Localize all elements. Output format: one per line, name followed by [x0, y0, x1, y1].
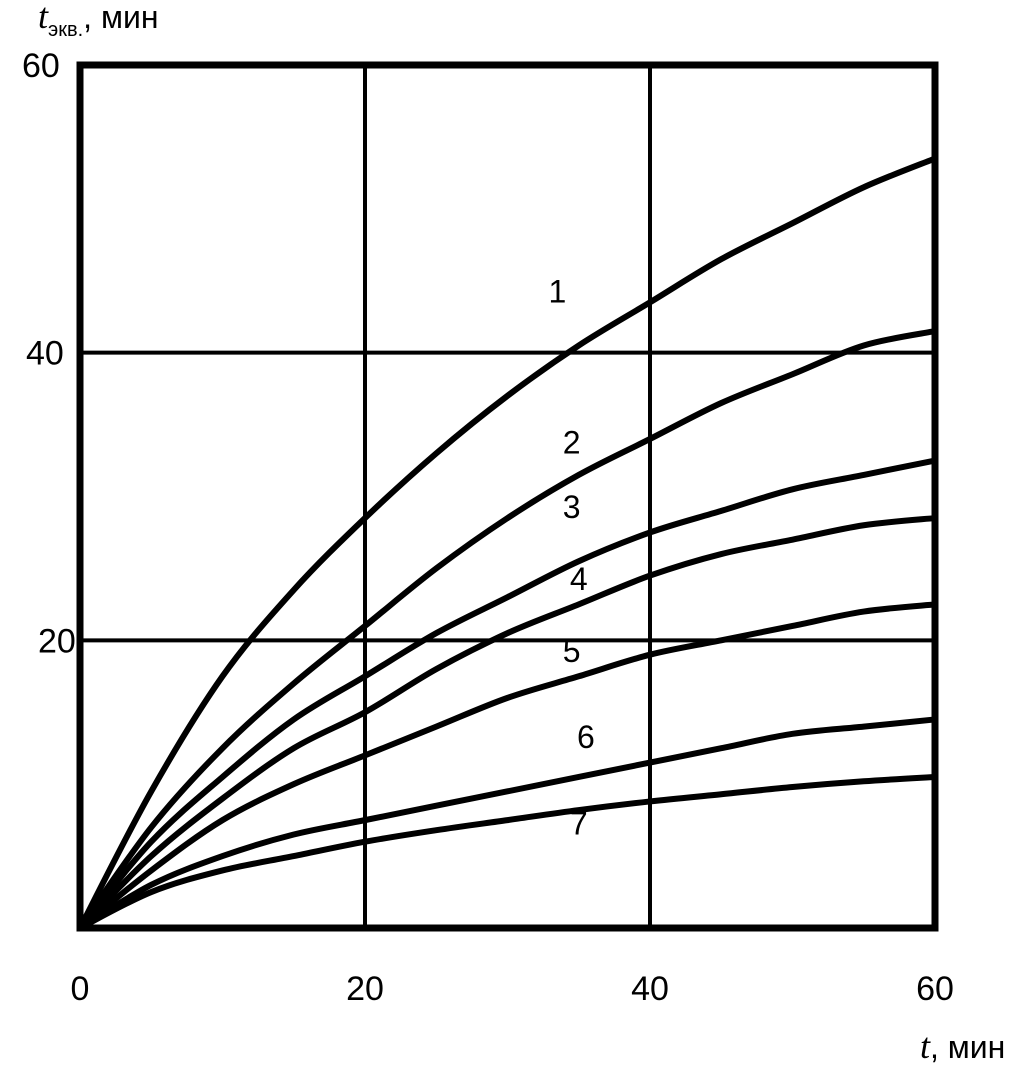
curve-label-7: 7	[570, 806, 588, 842]
series-line-7	[77, 773, 938, 931]
y-axis-title-main: t	[38, 0, 49, 36]
x-tick-label-0: 0	[71, 970, 90, 1008]
series-line-5	[77, 601, 938, 931]
y-axis-title-sub: экв.	[48, 19, 83, 41]
grid-lines	[80, 65, 935, 928]
x-tick-label-60: 60	[916, 970, 954, 1008]
x-axis-title-main: t	[920, 1026, 931, 1065]
curve-label-1: 1	[548, 273, 566, 309]
curve-label-4: 4	[570, 561, 588, 597]
curve-label-2: 2	[563, 424, 581, 460]
x-tick-label-40: 40	[631, 970, 669, 1008]
curves	[77, 155, 938, 931]
y-axis-title: tэкв., мин	[38, 0, 158, 41]
y-axis-title-unit: , мин	[83, 0, 158, 35]
x-axis-title: t, мин	[920, 1026, 1005, 1065]
x-axis-title-unit: , мин	[930, 1029, 1005, 1065]
series-line-1	[77, 155, 938, 931]
y-tick-label-40: 40	[26, 335, 64, 373]
series-line-4	[77, 515, 938, 931]
curve-label-3: 3	[563, 489, 581, 525]
tick-labels: 0 20 40 60 20 40 60	[22, 47, 954, 1008]
plot-frame	[76, 61, 939, 932]
series-line-6	[77, 716, 938, 931]
curve-labels: 1 2 3 4 5 6 7	[548, 273, 594, 841]
curve-label-5: 5	[563, 633, 581, 669]
y-tick-label-20: 20	[38, 622, 76, 660]
series-line-3	[77, 457, 938, 931]
series-line-2	[77, 328, 938, 931]
curve-label-6: 6	[577, 719, 595, 755]
y-tick-label-60: 60	[22, 47, 60, 85]
x-tick-label-20: 20	[346, 970, 384, 1008]
